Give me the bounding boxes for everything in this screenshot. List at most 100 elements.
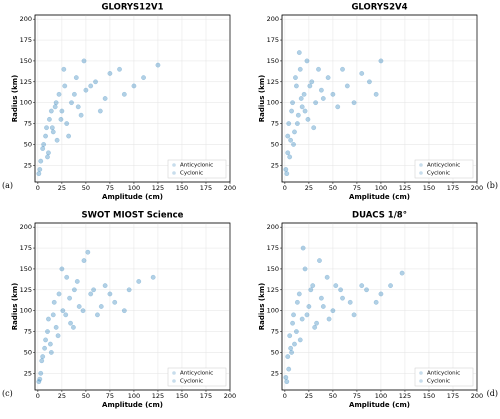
plot-frame: [34, 14, 231, 183]
scatter-point: [107, 291, 113, 297]
x-tick-label: 25: [58, 392, 66, 400]
legend-marker: [419, 379, 423, 383]
scatter-point: [91, 287, 96, 293]
scatter-point: [333, 283, 339, 288]
legend-marker: [419, 163, 423, 167]
x-tick-label: 50: [82, 184, 90, 192]
scatter-point: [75, 104, 81, 110]
scatter-point: [41, 142, 46, 147]
y-tick-label: 50: [24, 140, 32, 148]
y-axis-label: Radius (km): [11, 75, 19, 122]
scatter-point: [40, 354, 46, 359]
scatter-point: [300, 245, 306, 251]
x-tick-label: 150: [423, 392, 435, 400]
x-axis-label: Amplitude (cm): [102, 401, 163, 409]
scatter-point: [38, 158, 44, 164]
y-tick-label: 75: [24, 328, 32, 336]
scatter-point: [131, 83, 137, 89]
scatter-point: [309, 79, 315, 85]
legend-marker: [172, 379, 176, 383]
x-tick-label: 75: [106, 392, 114, 400]
scatter-point: [67, 295, 72, 301]
scatter-point: [364, 287, 369, 293]
scatter-point: [50, 129, 56, 135]
x-tick-label: 0: [36, 184, 40, 192]
scatter-point: [314, 320, 319, 326]
scatter-point: [320, 304, 326, 309]
scatter-point: [48, 341, 53, 347]
scatter-point: [295, 112, 301, 118]
scatter-point: [102, 96, 108, 101]
y-tick-label: 25: [24, 369, 32, 377]
scatter-point: [320, 96, 326, 101]
scatter-point: [291, 142, 296, 147]
scatter-point: [285, 354, 291, 359]
x-tick-label: 175: [200, 392, 212, 400]
scatter-point: [286, 366, 292, 372]
scatter-point: [73, 75, 79, 80]
legend-marker: [172, 163, 176, 167]
scatter-point: [290, 320, 295, 326]
x-tick-label: 125: [399, 184, 411, 192]
x-tick-label: 50: [329, 392, 337, 400]
x-tick-label: 175: [200, 184, 212, 192]
y-tick-label: 100: [20, 307, 32, 315]
y-tick-label: 25: [271, 161, 279, 169]
scatter-point: [121, 308, 127, 314]
legend-marker: [419, 171, 423, 175]
scatter-point: [373, 299, 379, 305]
scatter-point: [98, 304, 104, 309]
x-tick-label: 25: [305, 184, 313, 192]
x-tick-label: 25: [305, 392, 313, 400]
scatter-point: [136, 279, 142, 284]
scatter-point: [287, 154, 293, 160]
scatter-point: [88, 83, 94, 89]
scatter-point: [85, 249, 91, 255]
scatter-point: [316, 66, 321, 72]
scatter-point: [304, 58, 310, 64]
scatter-point: [296, 291, 302, 297]
scatter-point: [46, 316, 51, 322]
y-tick-label: 175: [20, 244, 32, 252]
scatter-point: [72, 91, 77, 97]
scatter-point: [93, 79, 98, 85]
y-tick-label: 75: [24, 120, 32, 128]
scatter-point: [388, 283, 393, 288]
scatter-point: [64, 121, 70, 126]
scatter-point: [66, 133, 71, 139]
scatter-point: [40, 146, 46, 151]
scatter-point: [141, 75, 146, 80]
y-tick-label: 175: [20, 36, 32, 44]
scatter-point: [63, 312, 69, 318]
scatter-point: [126, 287, 132, 293]
scatter-point: [289, 108, 294, 114]
x-tick-label: 0: [283, 392, 287, 400]
scatter-point: [71, 325, 76, 330]
y-tick-label: 200: [267, 223, 279, 231]
y-tick-label: 150: [20, 265, 32, 273]
scatter-point: [297, 66, 303, 72]
scatter-point: [313, 100, 318, 106]
scatter-point: [373, 91, 379, 97]
scatter-point: [294, 83, 299, 89]
scatter-point: [347, 299, 353, 305]
y-tick-label: 175: [267, 36, 279, 44]
y-tick-label: 50: [271, 140, 279, 148]
scatter-point: [299, 316, 305, 322]
scatter-point: [317, 258, 322, 263]
scatter-point: [49, 125, 55, 131]
legend-box: [167, 159, 227, 179]
scatter-point: [291, 312, 296, 318]
scatter-point: [284, 379, 290, 384]
y-tick-label: 200: [267, 15, 279, 23]
scatter-point: [155, 62, 161, 68]
scatter-point: [301, 91, 307, 97]
scatter-point: [81, 58, 87, 64]
scatter-point: [305, 117, 311, 122]
scatter-point: [298, 96, 304, 101]
scatter-point: [48, 108, 54, 114]
x-tick-label: 100: [128, 184, 140, 192]
scatter-point: [117, 66, 122, 72]
scatter-point: [302, 266, 308, 272]
scatter-point: [69, 100, 74, 106]
